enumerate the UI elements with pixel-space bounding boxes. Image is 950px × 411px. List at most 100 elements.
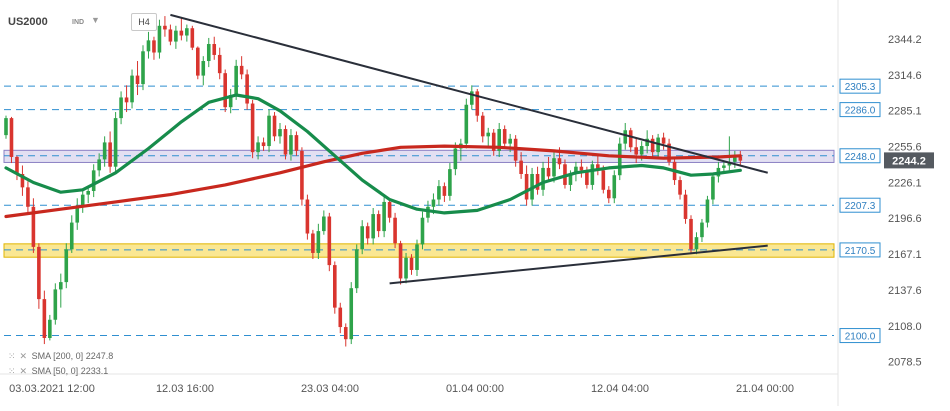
y-tick-label: 2285.1	[888, 106, 922, 118]
candle	[185, 28, 189, 36]
drag-handle-icon[interactable]: ⁙	[8, 366, 16, 376]
candle	[700, 222, 704, 238]
candle	[354, 249, 359, 289]
candle	[382, 201, 386, 232]
support-trendline[interactable]	[389, 244, 768, 285]
candle	[69, 222, 74, 250]
indicator-value: 2233.1	[80, 366, 109, 376]
candle	[239, 65, 244, 75]
candle	[628, 130, 633, 148]
candle	[552, 158, 556, 177]
indicator-name: SMA	[31, 366, 51, 376]
indicator-value: 2247.8	[85, 351, 114, 361]
candle	[283, 129, 288, 155]
resistance-zone	[3, 149, 835, 163]
resistance-trendline[interactable]	[170, 13, 768, 174]
candle	[322, 216, 326, 232]
drag-handle-icon[interactable]: ⁙	[8, 351, 16, 361]
candle	[387, 201, 392, 218]
candle	[738, 156, 743, 161]
candle	[420, 217, 425, 245]
sma50-line	[4, 93, 742, 215]
candle	[596, 164, 600, 171]
symbol-dropdown-icon[interactable]: ▼	[91, 15, 100, 25]
candle	[333, 265, 337, 308]
candle	[694, 237, 699, 250]
candle	[442, 186, 447, 196]
level-tag-label: 2100.0	[845, 332, 876, 343]
candle	[190, 28, 195, 48]
indicator-params: [50, 0]	[53, 366, 79, 376]
y-tick-label: 2226.1	[888, 177, 922, 189]
y-tick-label: 2314.6	[888, 70, 922, 82]
candle	[733, 156, 737, 162]
candle	[453, 148, 458, 170]
candle	[300, 150, 304, 200]
candle	[261, 142, 266, 147]
current-price-tag	[884, 152, 934, 169]
candle	[174, 30, 178, 42]
instrument-type-label: IND	[72, 19, 85, 26]
candle	[289, 135, 293, 155]
candle	[196, 47, 200, 76]
candle	[91, 170, 96, 191]
y-tick-label: 2344.2	[888, 34, 922, 46]
candle	[130, 75, 134, 103]
candle	[37, 246, 41, 300]
symbol-label[interactable]: US2000	[8, 16, 48, 28]
candle	[508, 138, 512, 144]
y-tick-label: 2255.6	[888, 142, 922, 154]
candle	[108, 142, 112, 167]
candle	[360, 226, 364, 250]
current-price-label: 2244.2	[892, 155, 926, 167]
candle	[179, 30, 184, 36]
candle	[349, 288, 354, 340]
candle	[119, 97, 123, 119]
candle	[278, 129, 282, 137]
candle	[4, 118, 8, 136]
candle	[59, 282, 63, 290]
candle	[502, 129, 507, 144]
candle	[256, 142, 260, 153]
candle	[53, 289, 58, 320]
candle	[639, 146, 644, 155]
candle	[579, 166, 584, 171]
candle	[667, 143, 671, 162]
level-tag	[839, 242, 881, 258]
candle	[250, 103, 255, 153]
x-tick-label: 12.03 16:00	[156, 383, 214, 395]
candle	[294, 135, 299, 151]
candle	[157, 25, 162, 53]
sma200-line	[4, 144, 742, 219]
candle	[574, 166, 578, 174]
candle	[124, 97, 129, 103]
candle	[343, 327, 348, 340]
candle	[519, 160, 523, 174]
candle	[245, 74, 249, 104]
candle	[689, 218, 693, 250]
candle	[590, 164, 595, 185]
candle	[650, 138, 655, 153]
timeframe-selector[interactable]: H4	[131, 13, 157, 31]
candle	[272, 115, 277, 137]
x-tick-label: 12.04 04:00	[591, 383, 649, 395]
x-tick-label: 03.03.2021 12:00	[9, 383, 95, 395]
level-tag-label: 2207.3	[845, 201, 876, 212]
candle	[9, 118, 14, 157]
y-tick-label: 2137.6	[888, 285, 922, 297]
remove-indicator-icon[interactable]: ✕	[19, 366, 28, 376]
candle	[206, 44, 211, 62]
level-tag	[839, 78, 881, 94]
candle	[168, 29, 173, 42]
candle	[486, 132, 491, 137]
candle	[398, 243, 403, 279]
candle	[464, 104, 469, 144]
candle	[448, 169, 452, 196]
support-zone	[3, 243, 835, 258]
candle	[634, 147, 638, 155]
candle	[20, 173, 25, 188]
remove-indicator-icon[interactable]: ✕	[19, 351, 28, 361]
candle	[645, 138, 649, 147]
